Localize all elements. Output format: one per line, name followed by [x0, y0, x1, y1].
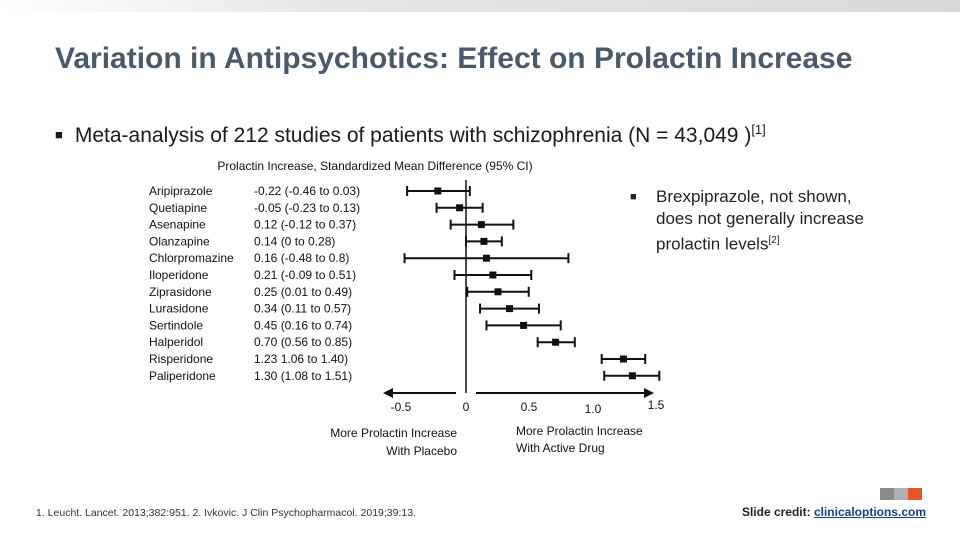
ci-label: 0.34 (0.11 to 0.57): [254, 302, 351, 316]
credit-link[interactable]: clinicaloptions.com: [813, 505, 926, 519]
bullet-text: Meta-analysis of 212 studies of patients…: [74, 124, 752, 147]
slide-credit: Slide credit: clinicaloptions.com: [742, 505, 926, 519]
drug-label: Aripiprazole: [149, 184, 213, 198]
credit-label: Slide credit:: [741, 505, 814, 519]
bullet-square-icon: ■: [630, 191, 637, 203]
ci-label: 0.12 (-0.12 to 0.37): [254, 218, 356, 232]
point-estimate: [494, 288, 502, 296]
drug-label: Halperidol: [149, 335, 203, 349]
x-tick-label: 1.0: [585, 402, 602, 416]
bullet-reference: [1]: [751, 122, 766, 137]
point-estimate: [552, 338, 560, 346]
bullet-square-icon: ■: [55, 127, 63, 142]
ci-label: 0.70 (0.56 to 0.85): [254, 335, 352, 349]
right-arrow-head: [644, 388, 654, 398]
slide-title: Variation in Antipsychotics: Effect on P…: [55, 42, 853, 75]
left-arrow-head: [383, 388, 393, 398]
drug-label: Lurasidone: [149, 302, 209, 316]
point-estimate: [489, 271, 497, 279]
ci-label: -0.05 (-0.23 to 0.13): [254, 201, 360, 215]
drug-label: Ziprasidone: [149, 285, 212, 299]
left-arrow-label: With Placebo: [386, 444, 457, 458]
top-gradient-bar: [0, 0, 960, 12]
references-footnote: 1. Leucht. Lancet. 2013;382:951. 2. Ivko…: [36, 507, 416, 519]
side-note-reference: [2]: [768, 235, 780, 246]
x-tick-label: 0.5: [521, 400, 538, 414]
drug-label: Quetiapine: [149, 201, 207, 215]
point-estimate: [480, 237, 488, 245]
drug-label: Chlorpromazine: [149, 251, 234, 265]
drug-label: Olanzapine: [149, 234, 210, 248]
right-arrow-label: With Active Drug: [516, 441, 605, 455]
point-estimate: [520, 321, 528, 329]
ci-label: 0.16 (-0.48 to 0.8): [254, 251, 349, 265]
logo-square: [894, 488, 908, 500]
side-note-text: Brexpiprazole, not shown, does not gener…: [656, 187, 864, 254]
ci-label: 0.14 (0 to 0.28): [254, 234, 335, 248]
drug-label: Iloperidone: [149, 268, 209, 282]
drug-label: Sertindole: [149, 318, 203, 332]
clinical-care-options-logo: [880, 488, 922, 500]
ci-label: 0.25 (0.01 to 0.49): [254, 285, 352, 299]
logo-square: [908, 488, 922, 500]
drug-label: Risperidone: [149, 352, 213, 366]
drug-label: Asenapine: [149, 218, 206, 232]
x-tick-label: -0.5: [391, 400, 412, 414]
x-tick-label: 0: [463, 400, 470, 414]
ci-label: 1.23 1.06 to 1.40): [254, 352, 348, 366]
side-note: ■ Brexpiprazole, not shown, does not gen…: [630, 186, 890, 256]
logo-square: [880, 488, 894, 500]
main-bullet: ■ Meta-analysis of 212 studies of patient…: [55, 122, 766, 148]
x-tick-label: 1.5: [648, 398, 665, 412]
ci-label: 0.45 (0.16 to 0.74): [254, 318, 352, 332]
point-estimate: [628, 372, 636, 380]
left-arrow-label: More Prolactin Increase: [330, 426, 457, 440]
right-arrow-label: More Prolactin Increase: [516, 424, 643, 438]
ci-label: 0.21 (-0.09 to 0.51): [254, 268, 356, 282]
ci-label: 1.30 (1.08 to 1.51): [254, 369, 352, 383]
chart-title: Prolactin Increase, Standardized Mean Di…: [217, 159, 532, 173]
point-estimate: [619, 355, 627, 363]
point-estimate: [477, 221, 485, 229]
drug-label: Paliperidone: [149, 369, 216, 383]
point-estimate: [506, 305, 514, 313]
point-estimate: [456, 204, 464, 212]
point-estimate: [434, 187, 442, 195]
point-estimate: [482, 254, 490, 262]
ci-label: -0.22 (-0.46 to 0.03): [254, 184, 360, 198]
